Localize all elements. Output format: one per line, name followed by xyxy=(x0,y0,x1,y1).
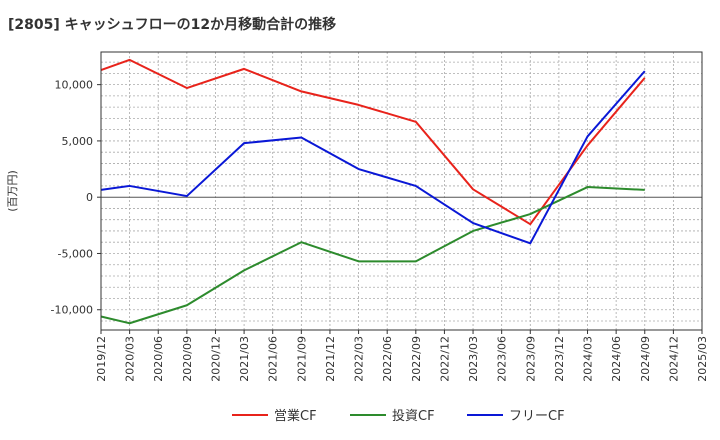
x-tick-label: 2022/12 xyxy=(438,336,451,382)
legend-label: 投資CF xyxy=(392,408,435,424)
x-tick-label: 2020/06 xyxy=(152,336,165,382)
x-tick-label: 2020/09 xyxy=(181,336,194,382)
series-lines xyxy=(100,58,646,325)
x-tick-label: 2025/03 xyxy=(696,336,709,382)
series-line-フリーCF xyxy=(100,70,646,245)
x-tick-label: 2021/12 xyxy=(324,336,337,382)
x-tick-label: 2021/06 xyxy=(267,336,280,382)
plot-area xyxy=(101,52,702,330)
y-tick-label: -10,000 xyxy=(51,304,93,317)
x-tick-label: 2022/09 xyxy=(410,336,423,382)
grid-lines xyxy=(101,52,702,330)
x-tick-label: 2024/06 xyxy=(610,336,623,382)
x-tick-label: 2023/03 xyxy=(467,336,480,382)
x-tick-label: 2023/12 xyxy=(553,336,566,382)
x-tick-label: 2021/09 xyxy=(295,336,308,382)
x-tick-label: 2023/06 xyxy=(496,336,509,382)
legend: 営業CF 投資CF フリーCF xyxy=(232,408,565,424)
x-tick-label: 2024/12 xyxy=(667,336,680,382)
x-tick-label: 2022/03 xyxy=(353,336,366,382)
legend-label: 営業CF xyxy=(274,408,317,424)
x-tick-label: 2022/06 xyxy=(381,336,394,382)
y-axis-label: (百万円) xyxy=(6,170,19,212)
x-tick-label: 2020/03 xyxy=(124,336,137,382)
legend-label: フリーCF xyxy=(509,409,565,424)
y-tick-label: 10,000 xyxy=(55,79,94,92)
y-tick-label: -5,000 xyxy=(58,247,93,260)
x-tick-label: 2023/09 xyxy=(524,336,537,382)
y-tick-label: 5,000 xyxy=(62,135,94,148)
y-tick-label: 0 xyxy=(86,191,93,204)
x-tick-label: 2020/12 xyxy=(209,336,222,382)
chart-title: [2805] キャッシュフローの12か月移動合計の推移 xyxy=(8,17,337,33)
x-tick-label: 2024/09 xyxy=(639,336,652,382)
x-tick-label: 2019/12 xyxy=(95,336,108,382)
x-tick-label: 2024/03 xyxy=(582,336,595,382)
y-axis: 10,000 5,000 0 -5,000 -10,000 xyxy=(51,79,101,317)
series-line-投資CF xyxy=(100,186,645,325)
series-line-営業CF xyxy=(100,58,646,226)
x-tick-label: 2021/03 xyxy=(238,336,251,382)
x-axis: 2019/12 2020/03 2020/06 2020/09 2020/12 2021/… xyxy=(95,330,709,382)
plot-border xyxy=(100,51,703,331)
